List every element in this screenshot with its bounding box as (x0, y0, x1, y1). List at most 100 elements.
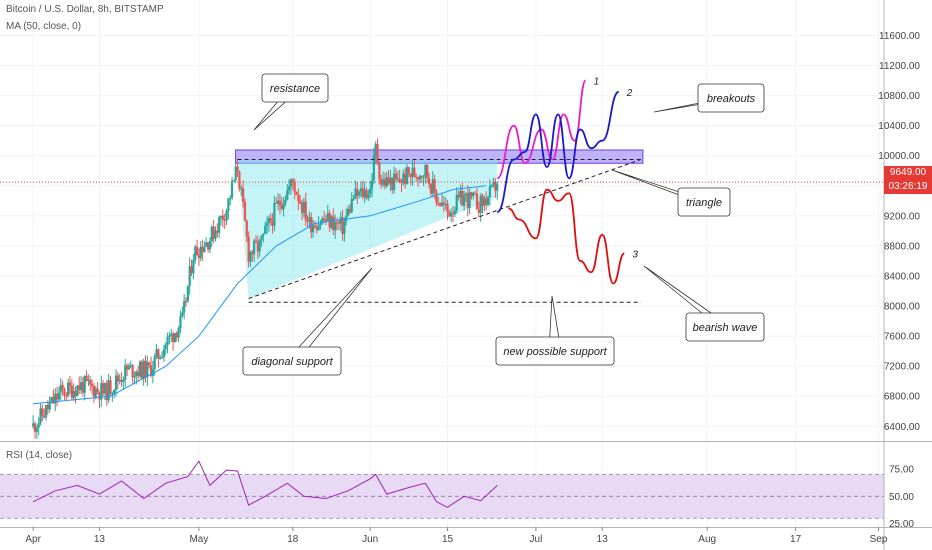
candle-body (381, 179, 385, 185)
candle-body (245, 220, 248, 237)
candle-body (369, 188, 372, 194)
candle-body (225, 210, 228, 221)
candle-body (289, 179, 293, 187)
candle-body (358, 191, 361, 196)
callout-text: resistance (270, 83, 320, 95)
candle-body (463, 195, 466, 206)
candle-body (424, 165, 427, 177)
candle-body (308, 217, 311, 222)
candle-body (387, 177, 390, 184)
candle-body (63, 389, 66, 396)
candle-body (57, 392, 61, 400)
candle-body (170, 333, 173, 336)
candle-body (70, 385, 73, 398)
candle-body (470, 191, 473, 197)
callout-breakouts: breakouts (653, 83, 765, 113)
candle-body (243, 201, 247, 221)
callout-text: breakouts (707, 93, 756, 105)
candle-body (74, 390, 77, 396)
candle-body (96, 388, 99, 393)
candle-body (411, 167, 414, 177)
candle-body (43, 415, 46, 418)
candle-body (418, 175, 421, 180)
candle-body (118, 379, 121, 382)
candle-body (133, 375, 136, 378)
candle-body (391, 177, 394, 190)
candle-body (201, 246, 204, 253)
candle-body (282, 203, 285, 209)
candle-body (365, 189, 368, 199)
candle-body (247, 236, 250, 262)
candle-body (400, 182, 403, 184)
price-tick-label: 6800.00 (884, 392, 921, 403)
candle-body (450, 213, 453, 217)
candle-body (328, 213, 331, 228)
callout-box (242, 346, 342, 376)
candle-body (433, 179, 436, 192)
candle-body (199, 246, 202, 259)
annotation-callouts: resistance breakouts triangle diagonal supp… (242, 73, 765, 376)
candle-body (321, 218, 324, 224)
diagonal-support-line (248, 159, 642, 299)
candle-body (315, 227, 318, 231)
candle-body (238, 171, 241, 189)
time-axis[interactable]: Apr 13 May 18 Jun 15 Jul 13 Aug 17 Sep (0, 527, 932, 545)
candle-body (190, 266, 193, 274)
callout-resistance: resistance (253, 73, 329, 131)
price-tick-label: 7200.00 (884, 362, 921, 373)
candle-body (269, 218, 272, 222)
callout-new-possible-support: new possible support (495, 295, 615, 366)
candle-body (102, 383, 105, 394)
candle-body (221, 215, 224, 220)
candle-body (461, 190, 464, 206)
candle-body (402, 173, 405, 184)
price-tick-label: 10800.00 (878, 91, 920, 102)
candle-body (208, 241, 212, 250)
candle-body (157, 349, 160, 359)
candle-body (348, 208, 352, 213)
candle-body (103, 383, 107, 394)
candle-body (472, 193, 475, 197)
candle-body (264, 225, 267, 234)
candle-body (164, 344, 167, 350)
candle-body (300, 203, 304, 213)
candle-body (203, 246, 206, 253)
candle-body (229, 197, 232, 199)
candle-body (448, 211, 451, 217)
projection-path-2 (496, 90, 620, 213)
candle-body (475, 193, 479, 210)
candle-body (496, 184, 499, 191)
candle-body (304, 201, 307, 221)
candle-body (354, 188, 357, 199)
candle-body (120, 379, 123, 382)
candle-body (468, 191, 471, 208)
candle-body (135, 371, 138, 376)
candle-body (302, 201, 305, 213)
candle-body (44, 405, 48, 418)
time-tick-label: 18 (287, 534, 299, 545)
projection-path-3 (508, 188, 625, 285)
candle-countdown: 03:26:19 (884, 180, 932, 194)
candle-body (168, 335, 171, 337)
candle-body (330, 216, 333, 228)
candle-body (346, 208, 350, 216)
candle-body (142, 360, 145, 379)
candle-body (122, 379, 125, 382)
candle-body (334, 222, 337, 231)
candle-body (273, 202, 276, 226)
candle-body (48, 402, 51, 410)
candle-body (337, 222, 340, 224)
candle-body (166, 336, 169, 345)
candle-body (114, 375, 118, 390)
candle-body (210, 226, 213, 242)
chart-title-legend: Bitcoin / U.S. Dollar, 8h, BITSTAMP (6, 4, 164, 15)
callout-box (261, 73, 329, 103)
candle-body (59, 384, 62, 393)
candle-body (442, 202, 445, 205)
callout-box (685, 312, 765, 342)
candle-body (129, 364, 132, 367)
price-tick-label: 8800.00 (884, 241, 921, 252)
candle-body (459, 190, 462, 198)
candlestick-series (32, 138, 499, 440)
